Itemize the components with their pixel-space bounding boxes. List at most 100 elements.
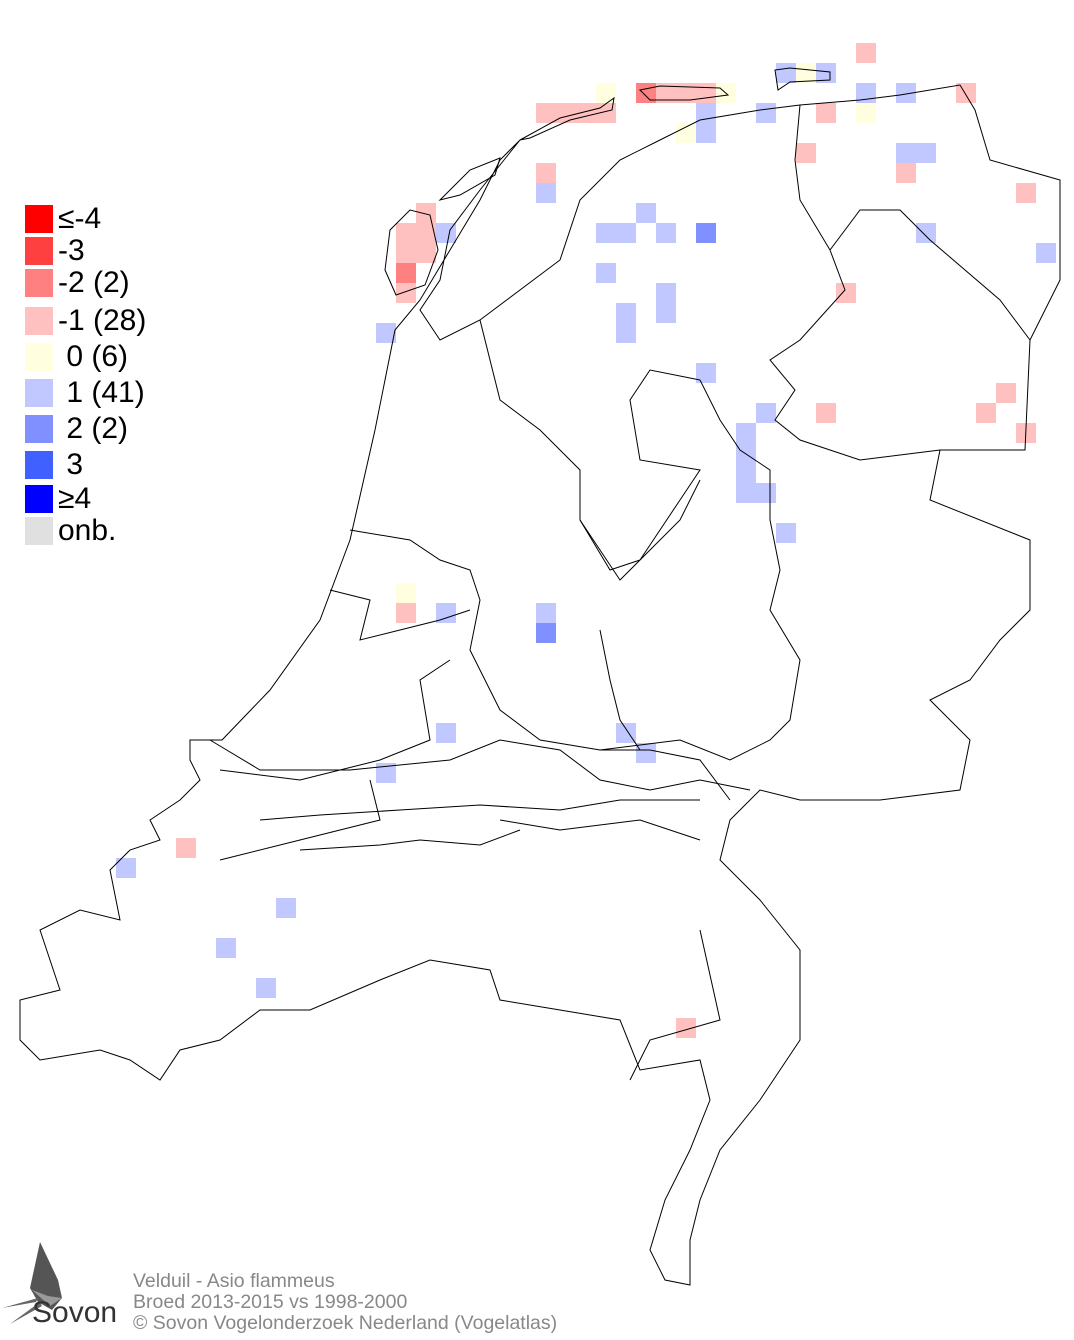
grid-cell (696, 363, 716, 383)
grid-cell (536, 183, 556, 203)
grid-cell (836, 283, 856, 303)
map-caption: Velduil - Asio flammeus Broed 2013-2015 … (133, 1271, 557, 1334)
grid-cell (436, 723, 456, 743)
island-schiermonnikoog (774, 67, 831, 91)
grid-cell (696, 83, 716, 103)
grid-cell (756, 403, 776, 423)
grid-cell (416, 223, 436, 243)
grid-cell (676, 123, 696, 143)
species-name: Velduil - Asio flammeus (133, 1270, 335, 1292)
legend-swatch (25, 485, 53, 513)
grid-cell (616, 303, 636, 323)
legend-item: 0 (6) (25, 340, 129, 373)
grid-cell (976, 403, 996, 423)
grid-cell (856, 83, 876, 103)
grid-cell (636, 743, 656, 763)
grid-cell (756, 483, 776, 503)
grid-cell (536, 163, 556, 183)
grid-cell (436, 603, 456, 623)
legend-swatch (25, 237, 53, 265)
legend-label: 2 (2) (58, 412, 129, 445)
grid-cell (676, 1018, 696, 1038)
legend-item: onb. (25, 514, 117, 547)
grid-cell (816, 403, 836, 423)
grid-cell (536, 603, 556, 623)
grid-cell (796, 143, 816, 163)
grid-cell (956, 83, 976, 103)
grid-cell (416, 203, 436, 223)
rivers (209, 479, 751, 1081)
grid-cell (816, 63, 836, 83)
grid-cell (396, 263, 416, 283)
grid-cell (856, 103, 876, 123)
grid-cell (796, 63, 816, 83)
legend-swatch (25, 307, 53, 335)
island-ameland (638, 85, 730, 101)
sovon-swallow-logo (2, 1242, 62, 1324)
island-vlieland (438, 157, 501, 201)
grid-cell (1016, 183, 1036, 203)
grid-cell (816, 103, 836, 123)
grid-cell (396, 243, 416, 263)
grid-cell (656, 283, 676, 303)
grid-cell (216, 938, 236, 958)
grid-cell (916, 143, 936, 163)
grid-cell (656, 303, 676, 323)
legend-item: -3 (25, 234, 85, 267)
legend-item: 1 (41) (25, 378, 145, 408)
grid-cells (116, 43, 1056, 1038)
grid-cell (596, 263, 616, 283)
period-comparison: Broed 2013-2015 vs 1998-2000 (133, 1291, 408, 1313)
legend-item: -2 (2) (25, 266, 130, 299)
grid-cell (376, 323, 396, 343)
legend-item: ≥4 (25, 484, 91, 514)
grid-cell (596, 223, 616, 243)
grid-cell (276, 898, 296, 918)
legend-label: ≤-4 (58, 202, 102, 235)
legend-swatch (25, 517, 53, 545)
grid-cell (636, 203, 656, 223)
copyright: © Sovon Vogelonderzoek Nederland (Vogela… (133, 1312, 558, 1334)
grid-cell (416, 243, 436, 263)
grid-cell (256, 978, 276, 998)
legend-label: -2 (2) (58, 266, 130, 299)
grid-cell (736, 443, 756, 463)
map-outlines (19, 67, 1061, 1286)
grid-cell (776, 63, 796, 83)
legend-label: 0 (6) (58, 340, 129, 373)
legend-item: 3 (25, 448, 84, 481)
grid-cell (736, 423, 756, 443)
legend-label: -1 (28) (58, 304, 147, 337)
legend-item: -1 (28) (25, 304, 147, 337)
island-texel (384, 209, 439, 296)
legend-swatch (25, 451, 53, 479)
grid-cell (696, 223, 716, 243)
legend-item: ≤-4 (25, 202, 102, 235)
grid-cell (896, 143, 916, 163)
grid-cell (576, 103, 596, 123)
grid-cell (396, 583, 416, 603)
grid-cell (696, 123, 716, 143)
legend-swatch (25, 379, 53, 407)
grid-cell (756, 103, 776, 123)
grid-cell (996, 383, 1016, 403)
grid-cell (616, 323, 636, 343)
grid-cell (896, 83, 916, 103)
grid-cell (536, 103, 556, 123)
legend-label: -3 (58, 234, 85, 267)
grid-cell (1036, 243, 1056, 263)
grid-cell (616, 223, 636, 243)
legend-swatch (25, 269, 53, 297)
grid-cell (616, 723, 636, 743)
grid-cell (396, 283, 416, 303)
grid-cell (596, 103, 616, 123)
legend-label: onb. (58, 514, 117, 547)
legend-label: 3 (58, 448, 84, 481)
grid-cell (376, 763, 396, 783)
country-outline (19, 84, 1061, 1286)
grid-cell (176, 838, 196, 858)
grid-cell (896, 163, 916, 183)
legend-swatch (25, 415, 53, 443)
grid-cell (396, 223, 416, 243)
